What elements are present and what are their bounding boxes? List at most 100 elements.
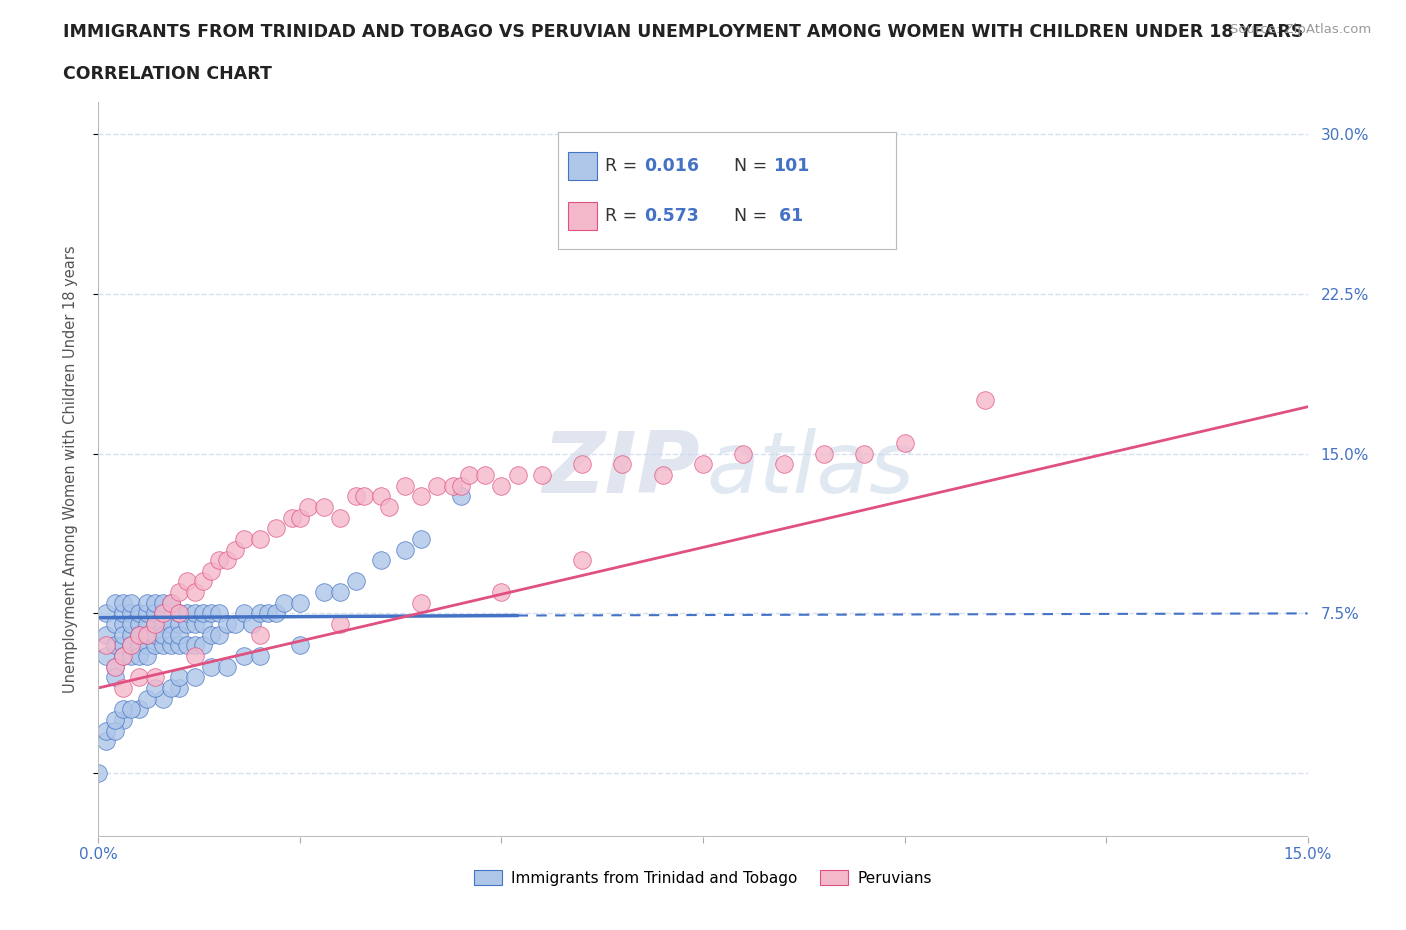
Point xyxy=(441,478,464,493)
Point xyxy=(813,446,835,461)
Point xyxy=(409,489,432,504)
Point xyxy=(394,542,416,557)
Point xyxy=(853,446,876,461)
Point xyxy=(135,627,157,642)
Point xyxy=(135,638,157,653)
Point xyxy=(160,681,183,696)
Point xyxy=(111,638,134,653)
Point xyxy=(409,531,432,546)
Y-axis label: Unemployment Among Women with Children Under 18 years: Unemployment Among Women with Children U… xyxy=(63,246,77,694)
Point xyxy=(96,648,118,663)
Point xyxy=(733,446,755,461)
Point xyxy=(217,552,239,567)
Point xyxy=(184,617,207,631)
Point xyxy=(240,617,263,631)
Point xyxy=(152,606,174,621)
Point xyxy=(167,681,190,696)
Point xyxy=(974,393,997,408)
Point xyxy=(167,670,190,684)
Point xyxy=(160,638,183,653)
Point xyxy=(103,659,125,674)
Point xyxy=(772,457,794,472)
Point xyxy=(377,499,399,514)
Point xyxy=(152,595,174,610)
Point xyxy=(152,691,174,706)
Point xyxy=(612,457,634,472)
Point xyxy=(217,659,239,674)
Point xyxy=(143,638,166,653)
Point xyxy=(200,606,222,621)
Point xyxy=(184,638,207,653)
Point xyxy=(167,606,190,621)
Point xyxy=(120,627,142,642)
Point xyxy=(135,606,157,621)
Point xyxy=(152,638,174,653)
Point xyxy=(152,617,174,631)
Point xyxy=(135,617,157,631)
Text: ZIP: ZIP xyxy=(541,428,699,512)
Point xyxy=(152,627,174,642)
Point xyxy=(692,457,714,472)
Point xyxy=(353,489,375,504)
Point xyxy=(571,457,593,472)
Point xyxy=(143,606,166,621)
Point xyxy=(288,638,311,653)
Point xyxy=(120,638,142,653)
Point xyxy=(111,648,134,663)
Point xyxy=(530,468,553,483)
Point xyxy=(160,595,183,610)
Point xyxy=(176,606,198,621)
Point xyxy=(111,627,134,642)
Point xyxy=(167,585,190,600)
Point xyxy=(264,606,287,621)
Point xyxy=(167,606,190,621)
Point xyxy=(103,638,125,653)
Point xyxy=(491,478,513,493)
Point xyxy=(176,574,198,589)
Point xyxy=(111,617,134,631)
Point xyxy=(160,617,183,631)
Point xyxy=(96,734,118,749)
Point xyxy=(329,585,352,600)
Point xyxy=(474,468,496,483)
Point xyxy=(128,702,150,717)
Point xyxy=(232,531,254,546)
Point xyxy=(273,595,295,610)
Point xyxy=(329,511,352,525)
Point xyxy=(111,681,134,696)
Point xyxy=(167,638,190,653)
Point xyxy=(329,617,352,631)
Point xyxy=(184,670,207,684)
Point xyxy=(128,648,150,663)
Point xyxy=(111,595,134,610)
Point xyxy=(200,659,222,674)
Point xyxy=(224,617,246,631)
Point xyxy=(120,638,142,653)
Point xyxy=(120,702,142,717)
Point xyxy=(135,691,157,706)
Point xyxy=(103,724,125,738)
Point xyxy=(135,648,157,663)
Point xyxy=(152,606,174,621)
Point xyxy=(893,435,915,450)
Point xyxy=(193,638,215,653)
Point xyxy=(160,595,183,610)
Point xyxy=(87,765,110,780)
Point xyxy=(249,531,271,546)
Point xyxy=(249,627,271,642)
Point xyxy=(249,648,271,663)
Point xyxy=(96,724,118,738)
Point xyxy=(111,702,134,717)
Point xyxy=(103,595,125,610)
Point xyxy=(120,595,142,610)
Point xyxy=(264,521,287,536)
Point xyxy=(232,606,254,621)
Point xyxy=(193,617,215,631)
Point xyxy=(409,595,432,610)
Point xyxy=(450,478,472,493)
Point xyxy=(232,648,254,663)
Point xyxy=(96,606,118,621)
Point xyxy=(111,712,134,727)
Point xyxy=(103,712,125,727)
Point xyxy=(193,606,215,621)
